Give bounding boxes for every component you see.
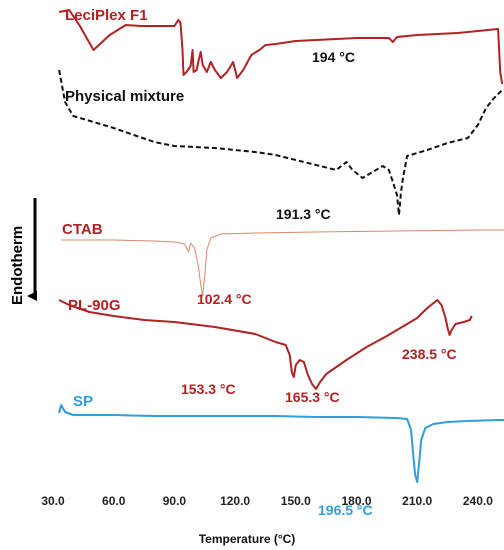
series-name-sp: SP (73, 393, 93, 410)
x-tick-labels: 30.0 60.0 90.0 120.0 150.0 180.0 210.0 240.0 (41, 494, 493, 508)
x-tick-label: 150.0 (281, 494, 311, 508)
endotherm-label: Endotherm (9, 226, 26, 305)
peak-label-pl90g-2: 165.3 °C (285, 389, 340, 405)
curve-pl-90g (58, 299, 473, 390)
curve-sp (58, 404, 504, 483)
series-name-pl90g: PL-90G (68, 297, 121, 314)
curve-leciplex-f1 (58, 9, 504, 85)
x-tick-label: 210.0 (402, 494, 432, 508)
x-tick-label: 240.0 (463, 494, 493, 508)
curves-group (58, 9, 504, 483)
x-tick-label: 30.0 (41, 494, 65, 508)
x-axis-title: Temperature (°C) (199, 532, 296, 546)
x-tick-label: 90.0 (163, 494, 187, 508)
series-name-physical-mixture: Physical mixture (65, 88, 184, 105)
x-tick-label: 180.0 (341, 494, 371, 508)
peak-label-leciplex: 194 °C (312, 49, 355, 65)
peak-label-ctab: 102.4 °C (197, 291, 252, 307)
x-tick-label: 120.0 (220, 494, 250, 508)
peak-label-sp: 196.5 °C (318, 502, 373, 518)
x-tick-label: 60.0 (102, 494, 126, 508)
peak-label-pl90g-3: 238.5 °C (402, 346, 457, 362)
curve-ctab (61, 229, 504, 297)
peak-label-physical-mixture: 191.3 °C (276, 206, 331, 222)
peak-label-pl90g-1: 153.3 °C (181, 381, 236, 397)
series-name-leciplex: LeciPlex F1 (65, 7, 148, 24)
series-name-ctab: CTAB (62, 221, 103, 238)
